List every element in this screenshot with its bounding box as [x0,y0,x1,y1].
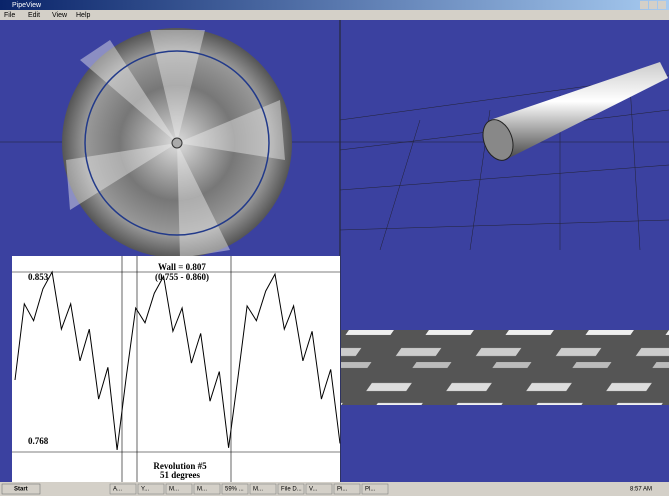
wall-profile [14,270,341,450]
max-label: 0.853 [28,272,49,282]
task-button[interactable] [305,483,333,495]
close-button[interactable] [658,1,666,9]
range-label: (0.755 - 0.860) [155,272,209,282]
task-button[interactable] [277,483,305,495]
task-button[interactable] [165,483,193,495]
disc-spokes [66,30,285,258]
task-button[interactable] [193,483,221,495]
wall-ring [84,50,270,236]
task-button[interactable] [221,483,249,495]
task-label: V... [309,487,318,493]
min-label: 0.768 [28,436,49,446]
task-label: A... [113,487,122,493]
task-button[interactable] [361,483,389,495]
task-button[interactable] [249,483,277,495]
task-label: M... [197,487,207,493]
menu-item[interactable]: View [52,12,68,19]
minimize-button[interactable] [640,1,648,9]
task-button[interactable] [137,483,165,495]
task-label: 59% ... [225,487,244,493]
pipe [490,62,668,160]
task-label: M... [253,487,263,493]
menu-item[interactable]: Help [76,12,91,19]
start-button[interactable] [1,483,41,495]
start-label: Start [14,487,28,493]
task-button[interactable] [109,483,137,495]
revolution-label: Revolution #5 [153,461,207,471]
window-title: PipeView [12,2,42,9]
title-bar [0,0,669,10]
task-label: Y... [141,487,150,493]
task-label: M... [169,487,179,493]
angle-label: 51 degrees [160,470,201,480]
task-label: File D... [281,487,302,493]
pipe-end [482,119,514,161]
task-label: Pi... [337,487,348,493]
plot-area [12,256,340,482]
menu-item[interactable]: Edit [28,12,40,19]
maximize-button[interactable] [649,1,657,9]
task-label: Pl... [365,487,376,493]
unrolled-scan [341,330,669,405]
center [171,137,183,149]
menu-bar [0,10,669,20]
task-button[interactable] [333,483,361,495]
clock: 8:57 AM [630,487,652,493]
wall-label: Wall = 0.807 [158,262,206,272]
menu-item[interactable]: File [4,12,15,19]
